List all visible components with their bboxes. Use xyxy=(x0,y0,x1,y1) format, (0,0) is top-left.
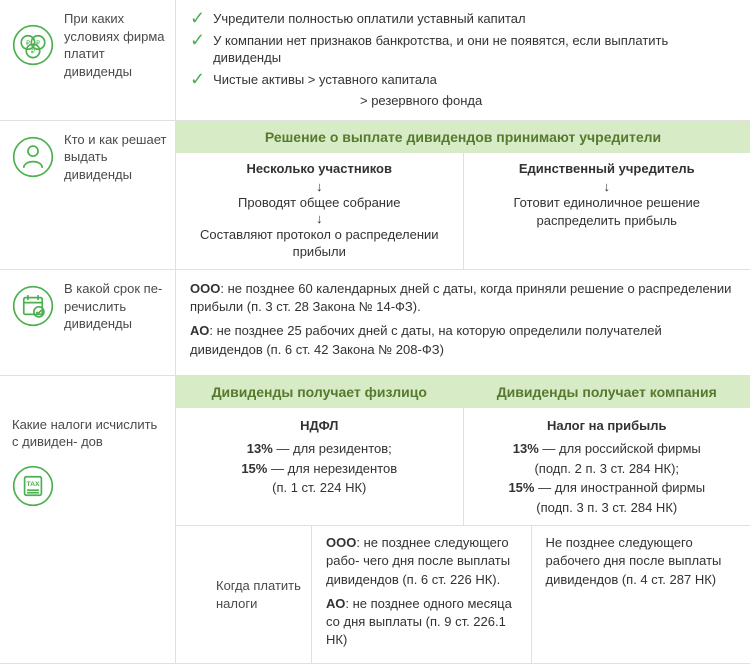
check-item: ✓У компании нет признаков банкротства, и… xyxy=(190,32,736,67)
tax-icon: TAX xyxy=(12,465,54,507)
tax-split: НДФЛ 13% — для резидентов; 15% — для нер… xyxy=(176,408,750,526)
check-item: ✓Чистые активы > уставного капитала xyxy=(190,71,736,89)
person-icon xyxy=(12,136,54,178)
check-item-continuation: > резервного фонда xyxy=(190,92,736,110)
row-who-decides: Кто и как решает выдать дивиденды Решени… xyxy=(0,121,750,270)
right-col: ООО: не позднее 60 календарных дней с да… xyxy=(175,270,750,375)
row-when-pay: Когда платить налоги ООО: не позднее сле… xyxy=(176,525,750,663)
ooo-timing: ООО: не позднее 60 календарных дней с да… xyxy=(190,280,736,316)
down-arrow-icon: ↓ xyxy=(190,212,449,226)
flow-step: Составляют протокол о распределении приб… xyxy=(190,226,449,261)
rate-line: 15% — для нерезидентов xyxy=(190,459,449,479)
sub-label: Когда платить налоги xyxy=(176,526,311,663)
rate-line: 15% — для иностранной фирмы xyxy=(478,478,737,498)
sub-right: ООО: не позднее следующего рабо- чего дн… xyxy=(311,526,750,663)
check-icon: ✓ xyxy=(190,70,205,88)
rate-ref: (подп. 3 п. 3 ст. 284 НК) xyxy=(478,498,737,518)
tax-recipient-headers: Дивиденды получает физлицо Дивиденды пол… xyxy=(176,376,750,408)
flow-title: Единственный учредитель xyxy=(478,161,737,176)
tax-name: НДФЛ xyxy=(190,416,449,436)
left-col: Кто и как решает выдать дивиденды xyxy=(0,121,175,269)
decision-split: Несколько участников ↓ Проводят общее со… xyxy=(176,153,750,269)
multiple-founders-col: Несколько участников ↓ Проводят общее со… xyxy=(176,153,464,269)
when-pay-individual: ООО: не позднее следующего рабо- чего дн… xyxy=(312,526,532,663)
right-col: Решение о выплате дивидендов принимают у… xyxy=(175,121,750,269)
down-arrow-icon: ↓ xyxy=(478,180,737,194)
when-pay-company: Не позднее следующего рабочего дня после… xyxy=(532,526,750,663)
row-label: При каких условиях фирма платит дивиденд… xyxy=(64,10,167,80)
check-icon: ✓ xyxy=(190,31,205,49)
rate-ref: (п. 1 ст. 224 НК) xyxy=(190,478,449,498)
check-icon: ✓ xyxy=(190,9,205,27)
decision-band: Решение о выплате дивидендов принимают у… xyxy=(176,121,750,153)
svg-text:TAX: TAX xyxy=(27,481,40,488)
check-item: ✓Учредители полностью оплатили уставный … xyxy=(190,10,736,28)
single-founder-col: Единственный учредитель ↓ Готовит единол… xyxy=(464,153,750,269)
svg-text:₽: ₽ xyxy=(26,39,31,47)
row-label: Какие налоги исчислить с дивиден- дов xyxy=(12,416,167,451)
flow-step: Проводят общее собрание xyxy=(190,194,449,212)
svg-text:₽: ₽ xyxy=(31,47,36,55)
flow-title: Несколько участников xyxy=(190,161,449,176)
right-col: ✓Учредители полностью оплатили уставный … xyxy=(175,0,750,120)
row-conditions: ₽₽₽ При каких условиях фирма платит диви… xyxy=(0,0,750,121)
header-individual: Дивиденды получает физлицо xyxy=(176,376,464,408)
calendar-check-icon xyxy=(12,285,54,327)
row-label: В какой срок пе- речислить дивиденды xyxy=(64,280,167,333)
tax-company: Налог на прибыль 13% — для российской фи… xyxy=(464,408,750,526)
rate-ref: (подп. 2 п. 3 ст. 284 НК); xyxy=(478,459,737,479)
svg-text:₽: ₽ xyxy=(36,39,41,47)
row-label: Кто и как решает выдать дивиденды xyxy=(64,131,167,184)
header-company: Дивиденды получает компания xyxy=(464,376,750,408)
left-col: В какой срок пе- речислить дивиденды xyxy=(0,270,175,375)
tax-name: Налог на прибыль xyxy=(478,416,737,436)
ruble-circles-icon: ₽₽₽ xyxy=(12,24,54,66)
row-timing: В какой срок пе- речислить дивиденды ООО… xyxy=(0,270,750,376)
flow-step: Готовит единоличное решение распределить… xyxy=(478,194,737,229)
left-col: TAX Какие налоги исчислить с дивиден- до… xyxy=(0,376,175,664)
rate-line: 13% — для резидентов; xyxy=(190,439,449,459)
row-taxes: TAX Какие налоги исчислить с дивиден- до… xyxy=(0,376,750,664)
tax-individual: НДФЛ 13% — для резидентов; 15% — для нер… xyxy=(176,408,464,526)
ao-timing: АО: не позднее 25 рабочих дней с даты, н… xyxy=(190,322,736,358)
left-col: ₽₽₽ При каких условиях фирма платит диви… xyxy=(0,0,175,120)
down-arrow-icon: ↓ xyxy=(190,180,449,194)
right-col: Дивиденды получает физлицо Дивиденды пол… xyxy=(175,376,750,664)
rate-line: 13% — для российской фирмы xyxy=(478,439,737,459)
